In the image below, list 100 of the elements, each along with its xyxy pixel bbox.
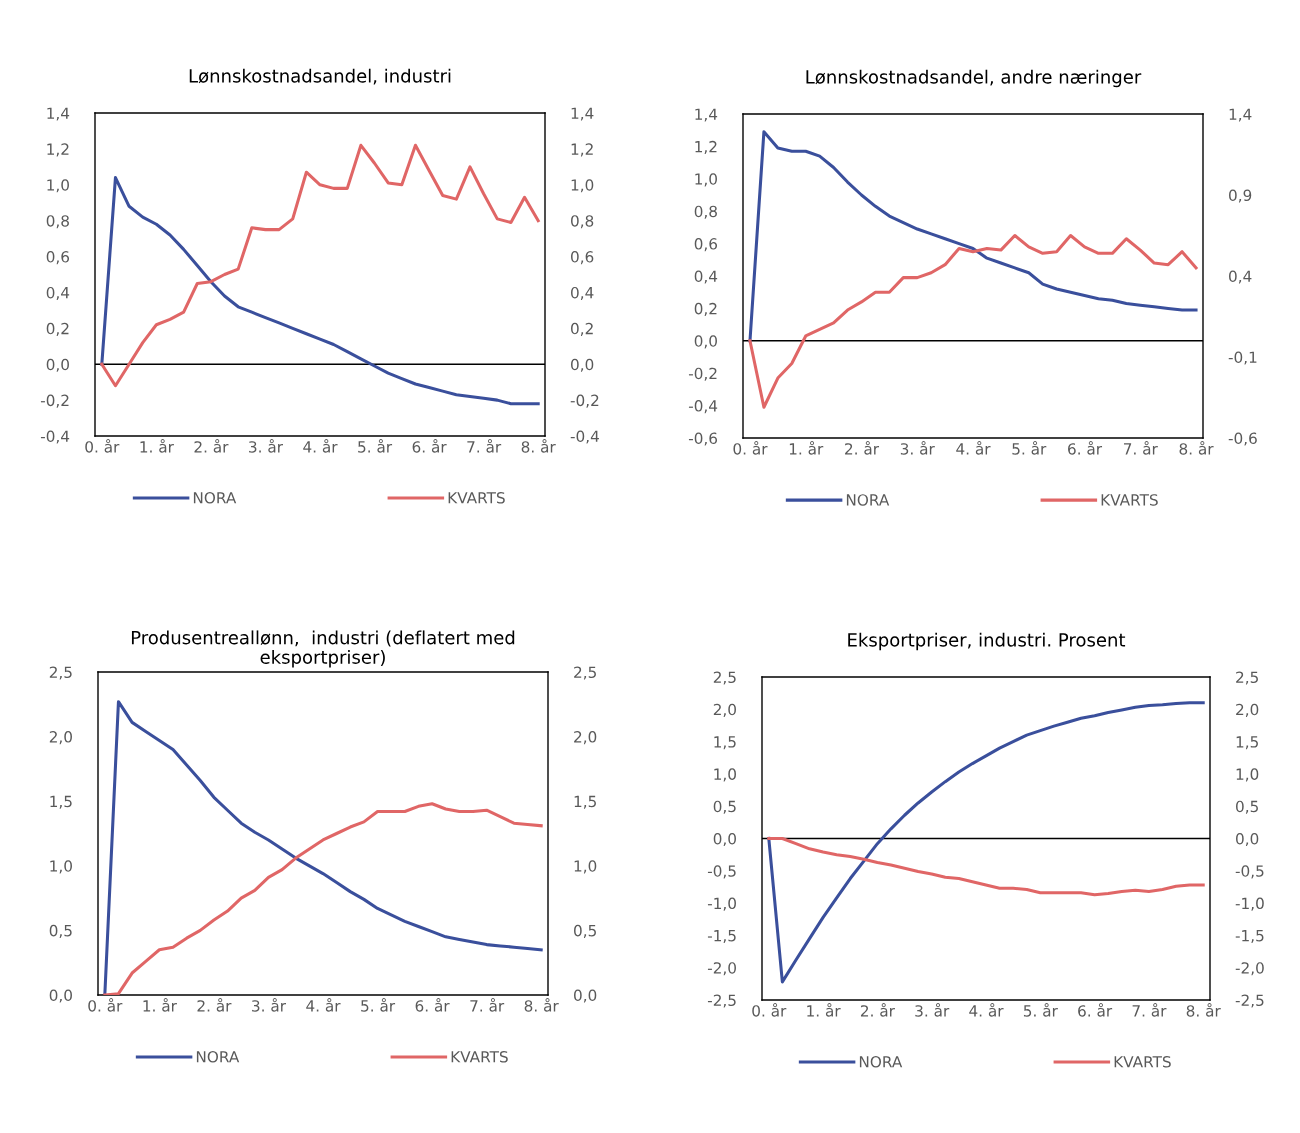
y-tick-label: 0,0	[49, 989, 72, 1003]
y2-tick-label: 0,8	[571, 215, 594, 229]
y-tick-label: -0,5	[707, 865, 736, 879]
x-tick-label: 0. år	[733, 441, 768, 455]
y-tick-label: 0,0	[46, 358, 69, 372]
y-tick-label: 0,8	[694, 205, 717, 219]
x-tick-label: 8. år	[1179, 441, 1214, 455]
y-tick-label: 1,0	[695, 173, 717, 187]
x-tick-label: 0. år	[88, 998, 123, 1012]
y-tick-label: 0,4	[46, 286, 70, 301]
legend-label: KVARTS	[448, 492, 505, 504]
y-tick-label: 1,2	[695, 140, 717, 154]
x-tick-label: 1. år	[807, 1003, 841, 1017]
x-tick-label: 4. år	[956, 441, 991, 455]
y-tick-label: 1,2	[47, 143, 69, 157]
y-tick-label: 0,2	[694, 302, 717, 316]
y2-tick-label: 0,6	[571, 251, 594, 265]
line-series	[100, 176, 540, 406]
y-tick-label: -0,4	[40, 430, 70, 444]
y-tick-label: -0,6	[688, 432, 718, 446]
y-tick-label: 0,0	[694, 335, 717, 349]
y2-tick-label: -0,2	[570, 394, 599, 408]
y2-tick-label: 0,4	[1229, 270, 1252, 284]
y-tick-label: 2,0	[713, 703, 736, 717]
y-tick-label: 1,0	[50, 860, 72, 874]
x-tick-label: 6. år	[1068, 441, 1103, 455]
y2-tick-label: -0,5	[1235, 865, 1264, 879]
line-series	[748, 233, 1198, 409]
line-series	[767, 836, 1205, 897]
x-tick-label: 6. år	[412, 439, 447, 453]
y2-tick-label: 1,4	[571, 107, 594, 121]
y-tick-label: 1,4	[695, 108, 718, 122]
x-tick-label: 5. år	[358, 439, 393, 453]
legend-label: KVARTS	[1101, 494, 1158, 506]
x-tick-label: 7. år	[1123, 441, 1158, 455]
y2-tick-label: 1,5	[574, 795, 596, 809]
legend-label: KVARTS	[1114, 1056, 1171, 1068]
y-tick-label: 2,5	[49, 666, 72, 680]
chart-title: Eksportpriser, industri. Prosent	[848, 632, 1126, 651]
y-tick-label: 1,0	[47, 179, 69, 193]
x-tick-label: 6. år	[1078, 1003, 1113, 1017]
legend-label: KVARTS	[451, 1051, 508, 1063]
x-tick-label: 2. år	[845, 441, 880, 455]
x-tick-label: 1. år	[789, 441, 824, 455]
y-tick-label: 1,4	[47, 107, 70, 121]
y2-tick-label: 0,0	[571, 358, 594, 372]
legend-label: NORA	[196, 1051, 240, 1063]
y-tick-label: 0,6	[46, 251, 70, 265]
y-tick-label: 0,0	[713, 832, 736, 847]
x-tick-label: 1. år	[140, 439, 174, 453]
x-tick-label: 6. år	[415, 998, 450, 1012]
y-tick-label: 0,6	[694, 238, 718, 252]
legend-label: NORA	[859, 1056, 903, 1068]
x-tick-label: 2. år	[194, 439, 229, 453]
y2-tick-label: 2,0	[574, 731, 597, 745]
y2-tick-label: 0,9	[1229, 189, 1252, 203]
y-tick-label: 1,5	[714, 736, 736, 750]
x-tick-label: 5. år	[361, 998, 396, 1012]
y2-tick-label: -1,0	[1235, 897, 1264, 911]
x-tick-label: 5. år	[1012, 441, 1047, 455]
y-tick-label: -0,2	[40, 394, 69, 408]
y-tick-label: 0,8	[46, 215, 69, 229]
x-tick-label: 0. år	[752, 1003, 787, 1017]
y-tick-label: -2,5	[707, 994, 736, 1008]
y2-tick-label: 1,0	[571, 179, 594, 193]
x-tick-label: 0. år	[85, 439, 120, 453]
x-tick-label: 3. år	[252, 998, 286, 1012]
y2-tick-label: 2,5	[574, 666, 596, 680]
y-tick-label: 0,5	[713, 800, 736, 814]
y2-tick-label: 0,5	[574, 924, 596, 938]
x-tick-label: 7. år	[467, 439, 502, 453]
chart-title: Lønnskostnadsandel, industri	[189, 68, 451, 85]
y-tick-label: 1,5	[50, 795, 72, 809]
y2-tick-label: 0,5	[1236, 800, 1258, 814]
x-tick-label: 3. år	[249, 439, 283, 453]
x-tick-label: 8. år	[524, 998, 559, 1012]
chart-title: Lønnskostnadsandel, andre næringer	[806, 69, 1142, 88]
chart-title: Produsentreallønn, industri (deflatert med eksportpriser)	[131, 630, 515, 668]
y2-tick-label: 0,0	[1236, 832, 1259, 847]
line-series	[103, 700, 543, 995]
y-tick-label: -0,2	[688, 367, 717, 381]
y2-tick-label: -0,4	[570, 430, 599, 444]
line-series	[100, 143, 540, 388]
legend-label: NORA	[846, 494, 890, 506]
y2-tick-label: 1,0	[1236, 768, 1259, 782]
y-tick-label: -1,5	[707, 930, 736, 943]
legend-label: NORA	[193, 492, 237, 504]
x-tick-label: 8. år	[1186, 1003, 1221, 1017]
x-tick-label: 8. år	[521, 439, 556, 453]
y2-tick-label: 1,2	[571, 143, 593, 157]
y2-tick-label: -0,6	[1228, 432, 1257, 446]
y2-tick-label: -1,5	[1235, 930, 1264, 943]
y2-tick-label: 0,2	[571, 322, 593, 336]
line-series	[103, 802, 543, 995]
x-tick-label: 4. år	[303, 439, 338, 453]
x-tick-label: 3. år	[900, 441, 935, 455]
y-tick-label: 2,5	[713, 671, 736, 685]
x-tick-label: 1. år	[143, 998, 177, 1012]
x-tick-label: 5. år	[1023, 1003, 1058, 1017]
x-tick-label: 7. år	[1132, 1003, 1167, 1017]
